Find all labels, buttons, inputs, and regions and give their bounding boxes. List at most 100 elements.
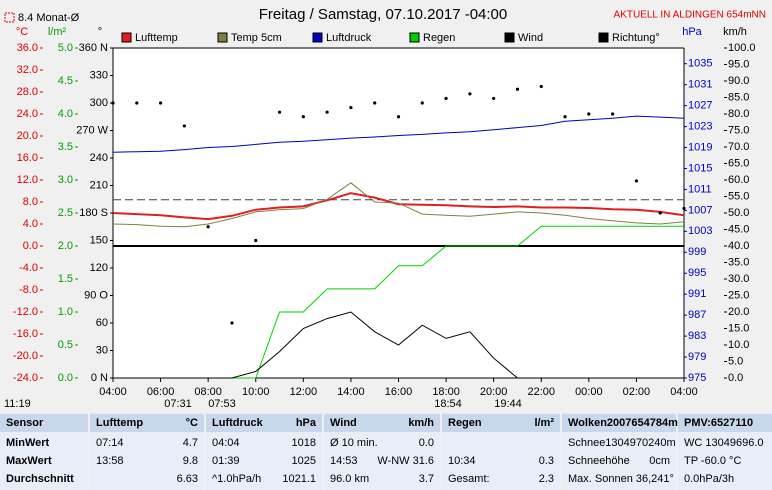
y-tick-label: 80.0	[728, 108, 749, 120]
table-cell: ^1.0hPa/h	[212, 473, 262, 485]
y-tick-label: 4.0	[23, 218, 38, 230]
legend-label: Richtung°	[612, 32, 660, 44]
legend-label: Lufttemp	[135, 32, 178, 44]
y-tick-label: 300	[90, 97, 108, 109]
chart: 8.4 Monat-Ø Freitag / Samstag, 07.10.201…	[4, 6, 766, 410]
sun-time: 07:53	[208, 398, 236, 410]
y-tick-label: 983	[688, 330, 706, 342]
direction-dot	[182, 124, 186, 128]
table-cell: Schnee1304970240m	[568, 437, 676, 449]
y-tick-label: 1007	[688, 204, 712, 216]
header-bg	[0, 414, 88, 432]
y-tick-label: 60	[96, 317, 108, 329]
table-cell: Wolken2007654784m	[568, 417, 678, 429]
legend-swatch	[312, 32, 323, 43]
location: AKTUELL IN ALDINGEN 654mNN	[614, 10, 766, 21]
direction-dot	[468, 92, 472, 96]
direction-dot	[230, 321, 234, 325]
table-cell: 14:53	[330, 455, 358, 467]
legend-label: Wind	[518, 32, 543, 44]
legend-swatch	[121, 32, 132, 43]
y-tick-label: 55.0	[728, 190, 749, 202]
table-cell: Lufttemp	[96, 417, 144, 429]
x-tick-label: 04:00	[99, 386, 127, 398]
table-cell: Regen	[448, 417, 482, 429]
y-tick-label: 3.5	[58, 141, 73, 153]
direction-dot	[682, 206, 686, 211]
legend-swatch	[598, 32, 609, 43]
y-tick-label: 991	[688, 288, 706, 300]
y-tick-label: -12.0	[13, 306, 38, 318]
y-tick-label: 0.5	[58, 339, 73, 351]
table-cell: Gesamt:	[448, 473, 490, 485]
y-tick-label: 32.0	[17, 64, 38, 76]
y-tick-label: 12.0	[17, 174, 38, 186]
y-tick-label: 1003	[688, 225, 712, 237]
y-tick-label: 5.0	[728, 355, 743, 367]
series-line	[112, 115, 685, 153]
x-tick-label: 20:00	[480, 386, 508, 398]
y-tick-label: 4.5	[58, 75, 73, 87]
legend-label: Regen	[423, 32, 455, 44]
y-tick-label: 270 W	[76, 124, 108, 136]
y-tick-label: 28.0	[17, 86, 38, 98]
direction-dot	[539, 84, 543, 89]
direction-dot	[206, 225, 210, 229]
table-cell: 1025	[291, 455, 316, 467]
y-tick-label: -16.0	[13, 328, 38, 340]
table-group: Luftdruck hPa 04:04 1018 01:39 1025 ^1.0hPa/h 1…	[206, 412, 322, 490]
y-tick-label: -24.0	[13, 372, 38, 384]
table-cell: 96.0 km	[330, 473, 370, 485]
y-tick-label: 150	[90, 234, 108, 246]
direction-dot	[254, 238, 258, 243]
y-tick-label: 60.0	[728, 174, 749, 186]
table-cell: 10:34	[448, 455, 476, 467]
y-tick-label: 5.0	[58, 42, 73, 54]
table-cell: Ø 10 min.	[330, 437, 378, 449]
table-cell: 0.3	[538, 455, 554, 467]
y-tick-label: 4.0	[58, 108, 73, 120]
y-tick-label: 240	[90, 152, 108, 164]
table-cell: Luftdruck	[212, 417, 263, 429]
direction-dot	[444, 96, 448, 101]
y-tick-label: 330	[90, 69, 108, 81]
direction-dot	[492, 96, 496, 101]
legend-label: Temp 5cm	[231, 32, 282, 44]
y-tick-label: 1.0	[58, 306, 73, 318]
table-cell: Schneehöhe	[568, 455, 630, 467]
direction-dot	[658, 211, 662, 215]
legend-swatch	[409, 32, 420, 43]
y-tick-label: 1.5	[58, 273, 73, 285]
axis-unit: l/m²	[48, 26, 67, 38]
y-tick-label: 35.0	[728, 256, 749, 268]
table-cell: 3.7	[418, 473, 434, 485]
table-cell: PMV:6527110	[684, 417, 754, 429]
y-tick-label: 50.0	[728, 207, 749, 219]
y-tick-label: 0.0	[58, 372, 73, 384]
table-cell: 04:04	[212, 437, 240, 449]
table-cell: °C	[185, 417, 198, 429]
table-cell: hPa	[295, 417, 316, 429]
y-tick-label: 85.0	[728, 91, 749, 103]
avg-icon	[4, 12, 15, 23]
table-group: Wind km/h Ø 10 min. 0.0 14:53 W-NW 31.6 96.0 k…	[324, 412, 440, 490]
y-tick-label: 0.0	[23, 240, 38, 252]
y-tick-label: 0 N	[91, 372, 108, 384]
y-tick-label: 36.0	[17, 42, 38, 54]
direction-dot	[420, 101, 424, 105]
direction-dot	[563, 115, 567, 119]
y-tick-label: 15.0	[728, 322, 749, 334]
series-line	[112, 192, 685, 221]
y-tick-label: 120	[90, 262, 108, 274]
x-tick-label: 16:00	[385, 386, 413, 398]
y-tick-label: 995	[688, 267, 706, 279]
table-cell: 0.0	[418, 437, 434, 449]
y-tick-label: 8.0	[23, 196, 38, 208]
y-tick-label: 2.0	[58, 240, 73, 252]
y-tick-label: 10.0	[728, 339, 749, 351]
table-cell: km/h	[408, 417, 434, 429]
table-cell: MinWert	[6, 437, 50, 449]
y-tick-label: 360 N	[79, 42, 108, 54]
legend-swatch	[504, 32, 515, 43]
header-bg	[206, 414, 322, 432]
